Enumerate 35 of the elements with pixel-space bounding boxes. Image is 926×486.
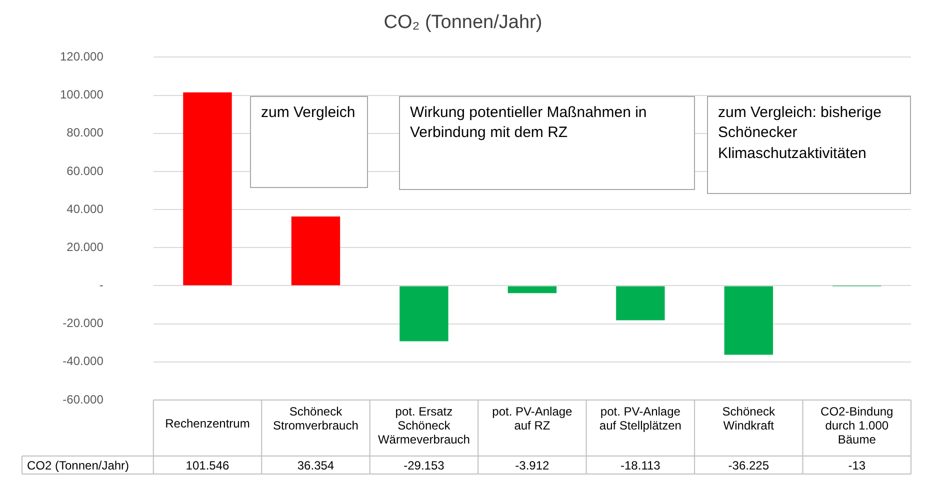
x-tick-label: CO2-Bindung durch 1.000 Bäume <box>820 404 894 446</box>
chart-title: CO₂ (Tonnen/Jahr) <box>382 12 544 34</box>
data-label: -36.225 <box>728 458 770 472</box>
y-tick-label: 40.000 <box>66 202 104 216</box>
y-tick-label: -60.000 <box>62 392 104 406</box>
y-tick-label: 60.000 <box>66 164 104 178</box>
x-tick-label: Schöneck Windkraft <box>722 404 776 432</box>
y-tick-label: -20.000 <box>62 316 104 330</box>
x-tick-label: Schöneck Stromverbrauch <box>273 404 358 432</box>
data-label: -29.153 <box>404 458 445 472</box>
data-label: 101.546 <box>186 458 230 472</box>
bar <box>291 216 340 286</box>
x-tick-label: pot. PV-Anlage auf RZ <box>492 404 573 432</box>
data-label: -3.912 <box>515 458 550 472</box>
x-tick-label: pot. PV-Anlage auf Stellplätzen <box>599 404 682 432</box>
x-tick-label: pot. Ersatz Schöneck Wärmeverbrauch <box>378 404 470 446</box>
y-tick-label: - <box>99 278 104 292</box>
bar <box>616 286 665 320</box>
y-tick-label: 100.000 <box>60 88 104 102</box>
bar <box>183 92 232 286</box>
bar <box>400 286 448 342</box>
y-tick-label: 80.000 <box>66 126 104 140</box>
bar <box>508 286 557 294</box>
text-box: zum Vergleich <box>250 96 368 188</box>
y-tick-label: -40.000 <box>62 354 104 368</box>
y-tick-label: 120.000 <box>60 50 104 64</box>
text-box: Wirkung potentieller Maßnahmen in Verbindung mit dem RZ <box>399 96 695 190</box>
bar <box>724 286 774 355</box>
data-label: 36.354 <box>297 458 334 472</box>
x-tick-label: Rechenzentrum <box>165 416 250 430</box>
data-label: -13 <box>848 458 866 472</box>
text: CO2 (Tonnen/Jahr) <box>27 458 130 472</box>
text-box: zum Vergleich: bisherige Schönecker Klimaschutzaktivitäten <box>707 96 911 194</box>
data-label: -18.113 <box>620 458 661 472</box>
y-tick-label: 20.000 <box>66 240 104 254</box>
